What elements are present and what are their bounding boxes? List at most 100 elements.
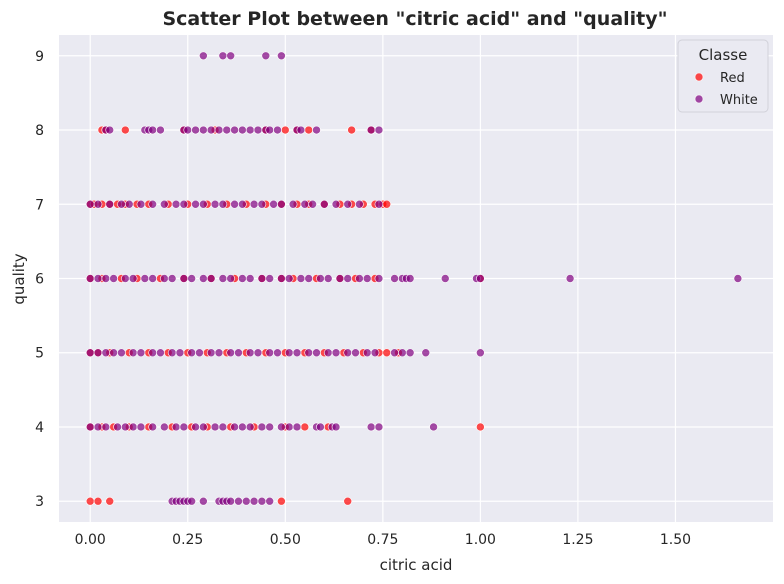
data-point-white xyxy=(234,496,243,506)
data-point-white xyxy=(210,422,220,432)
data-point-white xyxy=(292,348,302,358)
y-tick-label: 3 xyxy=(35,494,44,510)
data-point-white xyxy=(273,125,282,135)
data-point-white xyxy=(370,348,380,358)
data-point-white xyxy=(323,348,333,358)
data-point-white xyxy=(331,348,341,358)
data-point-white xyxy=(343,348,353,358)
data-point-red xyxy=(280,125,290,135)
x-tick-label: 1.00 xyxy=(465,532,496,548)
data-point-white xyxy=(148,348,157,358)
y-tick-label: 7 xyxy=(35,197,44,213)
data-point-white xyxy=(85,199,95,209)
data-point-white xyxy=(179,422,189,432)
data-point-white xyxy=(214,125,224,135)
data-point-white xyxy=(405,274,415,283)
data-point-white xyxy=(187,348,196,358)
x-tick-label: 0.00 xyxy=(75,532,106,548)
data-point-white xyxy=(277,51,286,61)
data-point-white xyxy=(241,496,251,506)
data-point-white xyxy=(296,274,306,283)
data-point-white xyxy=(374,422,384,432)
y-tick-label: 9 xyxy=(35,49,44,65)
data-point-white xyxy=(253,125,263,135)
data-point-white xyxy=(366,422,376,432)
data-point-white xyxy=(175,348,185,358)
data-point-white xyxy=(218,274,228,283)
data-point-white xyxy=(226,348,235,358)
data-point-white xyxy=(733,274,743,283)
x-tick-label: 0.50 xyxy=(270,532,301,548)
data-point-white xyxy=(261,51,271,61)
data-point-white xyxy=(226,274,235,283)
data-point-white xyxy=(304,274,314,283)
scatter-points xyxy=(85,51,743,506)
data-point-white xyxy=(199,125,208,135)
data-point-white xyxy=(101,348,111,358)
data-point-white xyxy=(316,422,325,432)
data-point-white xyxy=(265,125,274,135)
x-tick-labels: 0.00 0.25 0.50 0.75 1.00 1.25 1.50 xyxy=(75,532,691,548)
data-point-white xyxy=(206,125,216,135)
data-point-white xyxy=(277,274,286,283)
data-point-white xyxy=(156,348,165,358)
data-point-white xyxy=(85,422,95,432)
data-point-white xyxy=(355,199,364,209)
data-point-white xyxy=(206,274,216,283)
data-point-white xyxy=(374,125,384,135)
legend-marker-white xyxy=(694,94,704,104)
data-point-white xyxy=(284,348,294,358)
data-point-white xyxy=(199,422,208,432)
data-point-white xyxy=(265,274,274,283)
data-point-white xyxy=(476,274,485,283)
y-tick-label: 4 xyxy=(35,420,44,436)
data-point-white xyxy=(366,125,376,135)
data-point-white xyxy=(273,348,282,358)
legend-label-red: Red xyxy=(720,71,745,86)
data-point-white xyxy=(292,422,302,432)
y-axis-label: quality xyxy=(10,253,28,304)
grid-lines xyxy=(59,35,773,522)
legend-marker-red xyxy=(694,72,704,82)
data-point-red xyxy=(382,199,392,209)
data-point-white xyxy=(179,199,189,209)
data-point-white xyxy=(245,125,255,135)
data-point-white xyxy=(183,125,193,135)
x-tick-label: 0.75 xyxy=(367,532,398,548)
data-point-white xyxy=(148,125,157,135)
data-point-white xyxy=(323,274,333,283)
data-point-white xyxy=(253,348,263,358)
data-point-white xyxy=(476,348,485,358)
data-point-white xyxy=(85,348,95,358)
data-point-white xyxy=(308,199,317,209)
data-point-white xyxy=(398,348,407,358)
data-point-white xyxy=(362,274,372,283)
data-point-white xyxy=(199,199,208,209)
data-point-white xyxy=(218,51,228,61)
data-point-white xyxy=(93,199,103,209)
data-point-white xyxy=(284,274,294,283)
data-point-white xyxy=(218,422,228,432)
data-point-white xyxy=(351,348,360,358)
data-point-white xyxy=(160,422,169,432)
data-point-white xyxy=(121,274,130,283)
data-point-white xyxy=(140,274,150,283)
data-point-white xyxy=(124,199,134,209)
data-point-white xyxy=(136,348,146,358)
data-point-white xyxy=(429,422,438,432)
data-point-red xyxy=(304,125,314,135)
data-point-white xyxy=(249,496,259,506)
data-point-white xyxy=(156,125,165,135)
data-point-white xyxy=(238,199,247,209)
data-point-white xyxy=(320,199,329,209)
data-point-white xyxy=(238,125,247,135)
x-tick-label: 0.25 xyxy=(172,532,203,548)
data-point-white xyxy=(277,199,286,209)
data-point-red xyxy=(476,422,485,432)
data-point-white xyxy=(265,422,274,432)
data-point-white xyxy=(109,274,118,283)
data-point-white xyxy=(195,348,204,358)
data-point-white xyxy=(316,274,325,283)
y-tick-label: 8 xyxy=(35,123,44,139)
